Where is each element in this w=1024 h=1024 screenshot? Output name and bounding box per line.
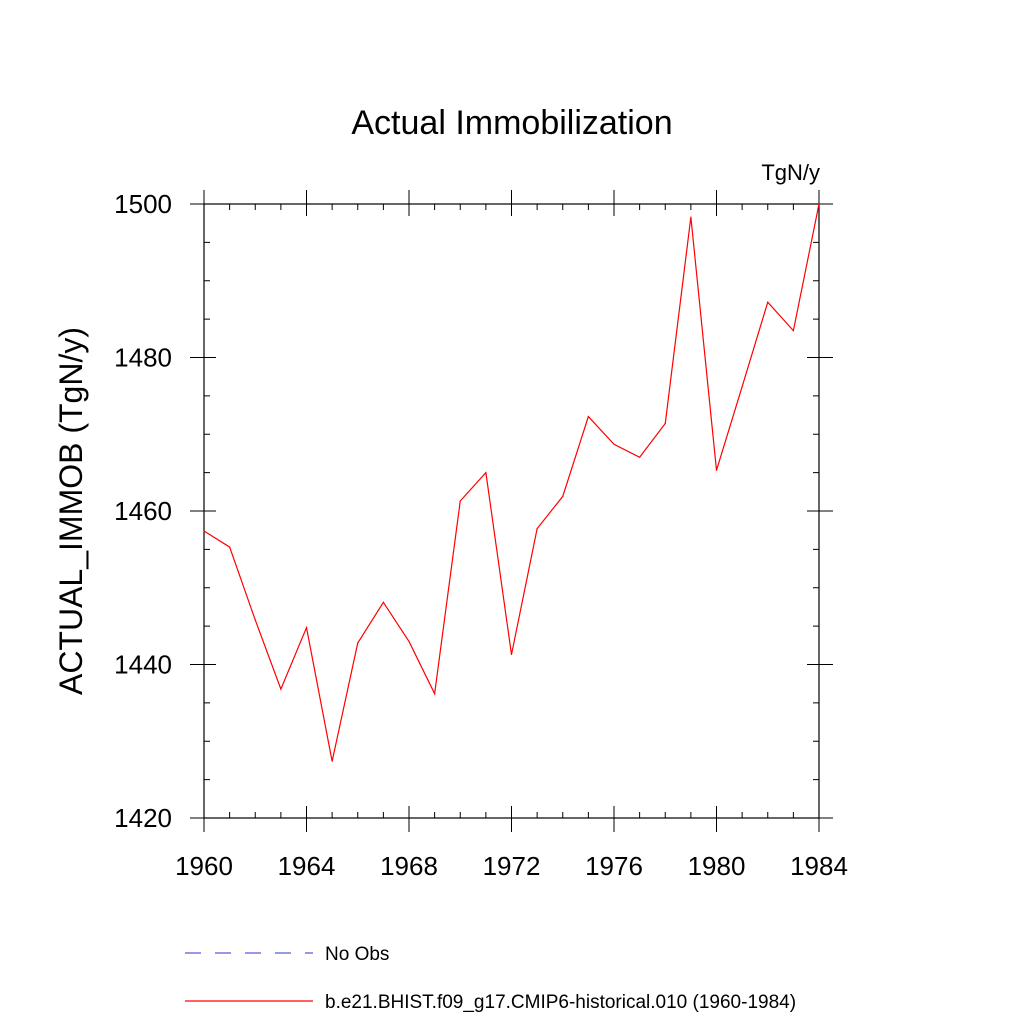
data-point xyxy=(331,760,333,762)
x-tick-label: 1984 xyxy=(790,851,848,881)
legend-label-no-obs: No Obs xyxy=(325,944,389,965)
data-point xyxy=(485,472,487,474)
data-point xyxy=(741,386,743,388)
data-point xyxy=(408,640,410,643)
data-point xyxy=(229,546,231,548)
x-tick-label: 1972 xyxy=(483,851,541,881)
y-tick-label: 1440 xyxy=(114,650,172,680)
y-tick-labels: 1420 1440 1460 1480 1500 xyxy=(114,189,172,833)
data-point xyxy=(792,330,794,332)
data-point xyxy=(715,469,718,471)
data-point xyxy=(587,415,589,418)
y-tick-label: 1460 xyxy=(114,496,172,526)
y-axis-label: ACTUAL_IMMOB (TgN/y) xyxy=(53,327,89,695)
units-label: TgN/y xyxy=(761,160,820,185)
data-point xyxy=(818,203,820,205)
x-tick-labels: 1960 1964 1968 1972 1976 1980 1984 xyxy=(175,851,848,881)
data-point xyxy=(280,688,282,690)
series-layer xyxy=(203,203,820,762)
data-point xyxy=(254,619,256,621)
y-tick-label: 1500 xyxy=(114,189,172,219)
plot-frame xyxy=(203,203,820,819)
data-point xyxy=(536,528,538,530)
series-line-0 xyxy=(203,203,820,762)
x-tick-label: 1968 xyxy=(380,851,438,881)
chart-title: Actual Immobilization xyxy=(351,104,672,142)
data-point xyxy=(690,216,692,218)
data-point xyxy=(382,601,384,603)
legend: No Obs b.e21.BHIST.f09_g17.CMIP6-histori… xyxy=(185,944,796,1013)
data-point xyxy=(664,422,666,425)
data-point xyxy=(510,653,513,656)
data-point xyxy=(613,443,615,445)
x-tick-label: 1964 xyxy=(278,851,336,881)
data-point xyxy=(203,530,205,532)
x-tick-label: 1980 xyxy=(688,851,746,881)
data-point xyxy=(639,456,641,458)
legend-label-historical: b.e21.BHIST.f09_g17.CMIP6-historical.010… xyxy=(325,992,796,1013)
y-tick-label: 1480 xyxy=(114,343,172,373)
data-point xyxy=(357,642,359,644)
y-tick-label: 1420 xyxy=(114,803,172,833)
x-tick-label: 1960 xyxy=(175,851,233,881)
data-point xyxy=(434,693,436,695)
data-point xyxy=(459,500,461,502)
axis-ticks xyxy=(190,190,833,832)
x-tick-label: 1976 xyxy=(585,851,643,881)
data-point xyxy=(767,301,769,303)
data-point xyxy=(562,495,564,498)
data-point xyxy=(305,627,308,629)
